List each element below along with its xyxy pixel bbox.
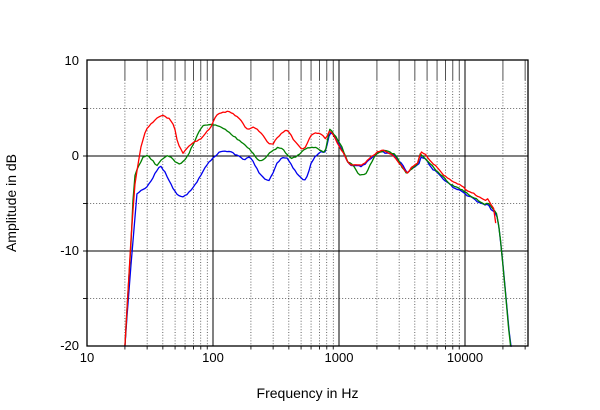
svg-text:Amplitude in dB: Amplitude in dB (3, 154, 19, 252)
svg-text:10000: 10000 (447, 350, 483, 365)
svg-text:0: 0 (72, 148, 79, 163)
svg-text:100: 100 (202, 350, 224, 365)
svg-text:-20: -20 (60, 338, 79, 353)
svg-text:-10: -10 (60, 243, 79, 258)
svg-text:10: 10 (65, 53, 79, 68)
svg-text:1000: 1000 (325, 350, 354, 365)
svg-text:Frequency in Hz: Frequency in Hz (257, 385, 359, 401)
svg-text:10: 10 (80, 350, 94, 365)
